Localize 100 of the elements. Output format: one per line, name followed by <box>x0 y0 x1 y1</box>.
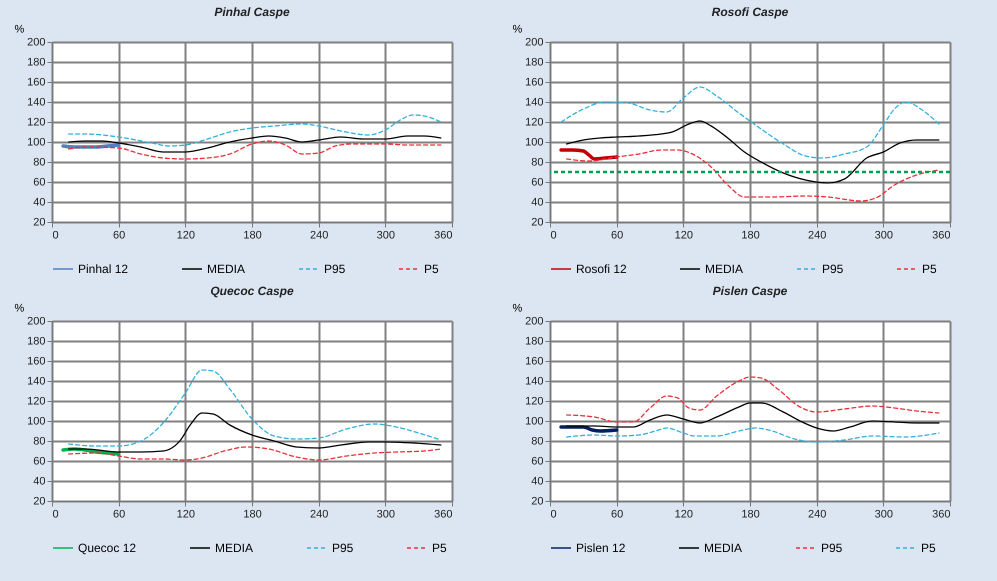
line-series <box>68 135 442 153</box>
legend-label: MEDIA <box>704 541 742 555</box>
y-tick-label: 200 <box>525 316 544 328</box>
x-tick-label: 180 <box>741 508 760 520</box>
legend-label: MEDIA <box>215 541 254 555</box>
x-tick-label: 180 <box>243 230 262 242</box>
y-tick-label: 120 <box>525 396 544 408</box>
y-tick-label: 120 <box>27 396 46 408</box>
legend-label: P95 <box>332 541 354 555</box>
line-series <box>68 114 442 147</box>
y-tick-label: 200 <box>27 36 46 48</box>
y-tick-label: 140 <box>27 376 46 388</box>
x-tick-label: 300 <box>874 230 894 242</box>
x-tick-label: 120 <box>674 230 694 242</box>
y-tick-label: 160 <box>525 76 544 88</box>
x-tick-label: 300 <box>376 230 396 242</box>
line-series <box>566 376 940 423</box>
x-tick-label: 240 <box>310 508 328 520</box>
x-tick-label: 60 <box>113 508 126 520</box>
x-tick-label: 300 <box>874 508 894 520</box>
legend-label: Pinhal 12 <box>78 262 128 276</box>
y-tick-label: 60 <box>33 456 46 468</box>
y-tick-label: 180 <box>27 56 46 68</box>
line-series <box>68 412 442 453</box>
y-tick-label: 40 <box>531 476 544 488</box>
legend-label: P5 <box>922 262 938 276</box>
y-tick-label: 20 <box>33 496 46 508</box>
x-tick-label: 120 <box>176 230 196 242</box>
legend-label: P5 <box>921 541 936 555</box>
line-series <box>566 427 940 443</box>
legend-label: P5 <box>424 262 440 276</box>
legend-label: MEDIA <box>207 262 246 276</box>
line-series <box>566 402 940 432</box>
x-tick-label: 120 <box>674 508 694 520</box>
chart-title: Pislen Caspe <box>712 284 788 298</box>
x-tick-label: 60 <box>611 508 624 520</box>
x-tick-label: 240 <box>310 230 328 242</box>
x-tick-label: 180 <box>243 508 262 520</box>
y-tick-label: 100 <box>27 416 46 428</box>
y-tick-label: 60 <box>531 456 544 468</box>
chart-title: Rosofi Caspe <box>712 5 789 19</box>
line-series <box>566 120 940 184</box>
x-tick-label: 240 <box>808 508 826 520</box>
y-tick-label: 80 <box>33 156 46 168</box>
x-tick-label: 300 <box>376 508 396 520</box>
x-tick-label: 0 <box>52 230 59 242</box>
x-tick-label: 360 <box>434 508 452 520</box>
x-tick-label: 120 <box>176 508 196 520</box>
y-tick-label: 180 <box>27 336 46 348</box>
x-tick-label: 60 <box>113 230 126 242</box>
y-tick-label: 40 <box>33 196 46 208</box>
y-tick-label: 200 <box>27 316 46 328</box>
y-tick-label: 180 <box>525 56 544 68</box>
x-tick-label: 360 <box>932 230 950 242</box>
y-tick-label: 20 <box>33 216 46 228</box>
y-tick-label: 200 <box>525 36 544 48</box>
y-tick-label: 20 <box>531 216 544 228</box>
y-tick-label: 140 <box>525 96 544 108</box>
y-tick-label: 140 <box>27 96 46 108</box>
y-tick-label: 120 <box>525 116 544 128</box>
y-tick-label: 160 <box>27 356 46 368</box>
x-tick-label: 0 <box>52 508 59 520</box>
legend-label: Quecoc 12 <box>78 541 136 555</box>
x-tick-label: 240 <box>808 230 826 242</box>
line-series <box>566 149 940 202</box>
x-tick-label: 360 <box>434 230 452 242</box>
y-tick-label: 160 <box>27 76 46 88</box>
y-tick-label: 40 <box>33 476 46 488</box>
y-tick-label: 60 <box>531 176 544 188</box>
x-tick-label: 60 <box>611 230 624 242</box>
y-tick-label: 40 <box>531 196 544 208</box>
line-series <box>560 86 940 159</box>
line-series <box>68 140 442 160</box>
y-axis-title: % <box>512 302 522 314</box>
legend-label: P95 <box>822 262 844 276</box>
y-tick-label: 100 <box>525 136 544 148</box>
y-tick-label: 120 <box>27 116 46 128</box>
x-tick-label: 180 <box>741 230 760 242</box>
chart-title: Pinhal Caspe <box>214 5 290 19</box>
y-tick-label: 100 <box>525 416 544 428</box>
legend-label: MEDIA <box>705 262 744 276</box>
legend-label: P95 <box>324 262 346 276</box>
x-tick-label: 0 <box>550 508 557 520</box>
y-tick-label: 80 <box>531 436 544 448</box>
x-tick-label: 360 <box>932 508 950 520</box>
y-tick-label: 20 <box>531 496 544 508</box>
y-axis-title: % <box>14 24 24 36</box>
line-series <box>68 446 442 461</box>
legend-label: Pislen 12 <box>576 541 626 555</box>
y-tick-label: 180 <box>525 336 544 348</box>
legend-label: P5 <box>432 541 448 555</box>
legend-label: Rosofi 12 <box>576 262 628 276</box>
y-axis-title: % <box>512 24 522 36</box>
y-tick-label: 100 <box>27 136 46 148</box>
legend-label: P95 <box>821 541 843 555</box>
y-tick-label: 80 <box>531 156 544 168</box>
y-axis-title: % <box>14 302 24 314</box>
x-tick-label: 0 <box>550 230 557 242</box>
y-tick-label: 160 <box>525 356 544 368</box>
y-tick-label: 140 <box>525 376 544 388</box>
